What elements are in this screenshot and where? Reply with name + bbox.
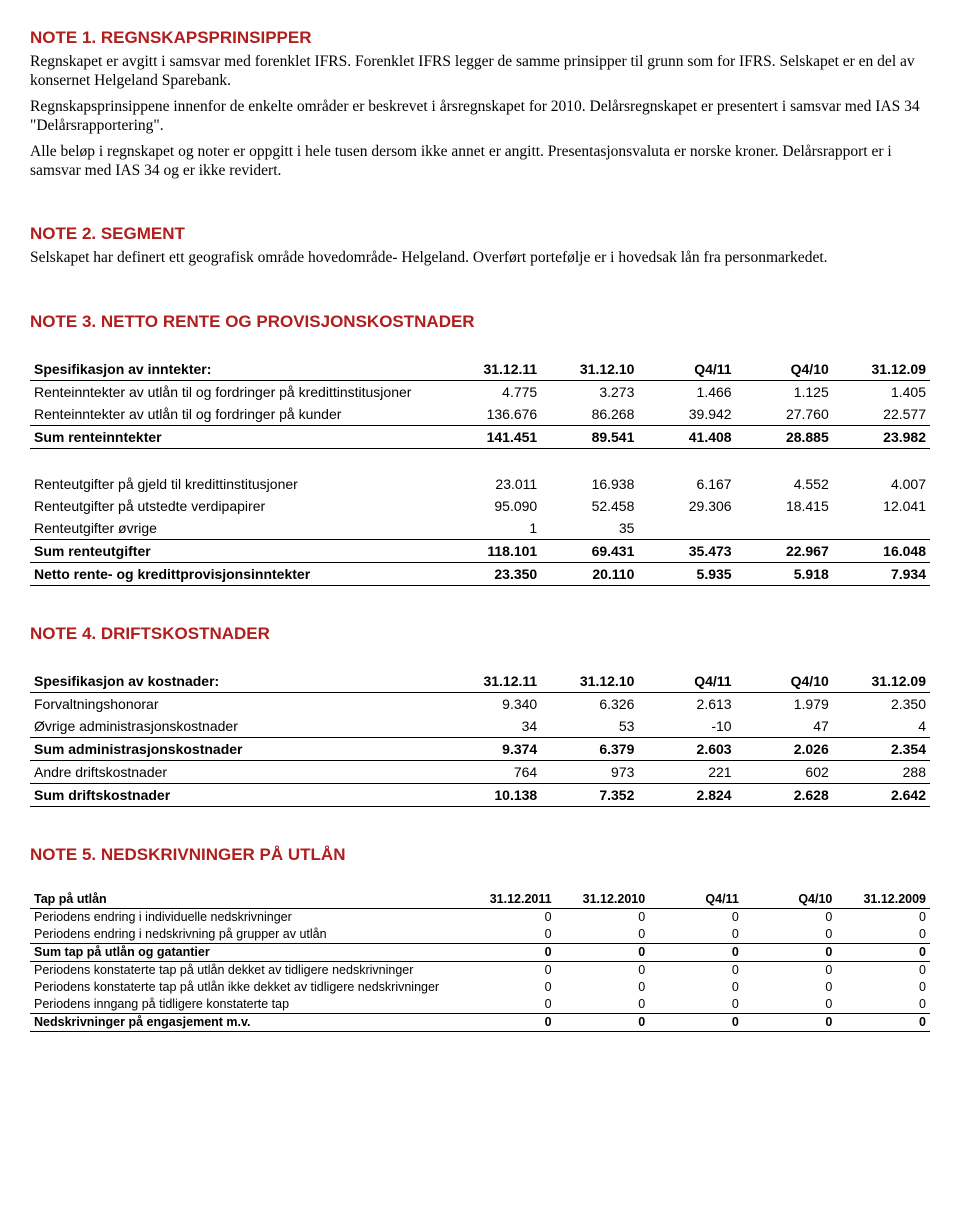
note4-table: Spesifikasjon av kostnader: 31.12.11 31.… [30, 670, 930, 807]
table-row: Andre driftskostnader 764 973 221 602 28… [30, 760, 930, 783]
note1-paragraph-1: Regnskapet er avgitt i samsvar med foren… [30, 52, 930, 91]
header-col: 31.12.11 [444, 670, 541, 693]
header-col: 31.12.2011 [462, 891, 556, 909]
header-col: Q4/11 [638, 670, 735, 693]
header-col: Q4/10 [736, 358, 833, 381]
header-col: 31.12.2009 [836, 891, 930, 909]
note1-title: NOTE 1. REGNSKAPSPRINSIPPER [30, 28, 930, 48]
note1-paragraph-3: Alle beløp i regnskapet og noter er oppg… [30, 142, 930, 181]
header-col: 31.12.10 [541, 358, 638, 381]
header-label: Spesifikasjon av kostnader: [30, 670, 444, 693]
table-row: Renteutgifter øvrige 1 35 [30, 517, 930, 540]
header-col: 31.12.09 [833, 670, 930, 693]
table-row: Renteinntekter av utlån til og fordringe… [30, 403, 930, 426]
header-label: Spesifikasjon av inntekter: [30, 358, 444, 381]
header-col: 31.12.11 [444, 358, 541, 381]
table-row: Periodens endring i individuelle nedskri… [30, 908, 930, 926]
table-header-row: Spesifikasjon av inntekter: 31.12.11 31.… [30, 358, 930, 381]
note5-table: Tap på utlån 31.12.2011 31.12.2010 Q4/11… [30, 891, 930, 1032]
table-sum-row: Sum renteutgifter 118.101 69.431 35.473 … [30, 539, 930, 562]
header-col: 31.12.2010 [556, 891, 650, 909]
table-row: Periodens endring i nedskrivning på grup… [30, 926, 930, 944]
header-col: 31.12.10 [541, 670, 638, 693]
note3-title: NOTE 3. NETTO RENTE OG PROVISJONSKOSTNAD… [30, 312, 930, 332]
table-row: Renteutgifter på gjeld til kredittinstit… [30, 473, 930, 495]
header-col: Q4/11 [649, 891, 743, 909]
note2-title: NOTE 2. SEGMENT [30, 224, 930, 244]
table-sum-row: Sum tap på utlån og gatantier 0 0 0 0 0 [30, 943, 930, 961]
table-sum-row: Nedskrivninger på engasjement m.v. 0 0 0… [30, 1013, 930, 1031]
table-header-row: Spesifikasjon av kostnader: 31.12.11 31.… [30, 670, 930, 693]
note4-title: NOTE 4. DRIFTSKOSTNADER [30, 624, 930, 644]
table-row: Periodens konstaterte tap på utlån dekke… [30, 961, 930, 979]
table-spacer-row [30, 448, 930, 473]
table-row: Øvrige administrasjonskostnader 34 53 -1… [30, 715, 930, 738]
table-sum-row: Sum administrasjonskostnader 9.374 6.379… [30, 737, 930, 760]
table-row: Forvaltningshonorar 9.340 6.326 2.613 1.… [30, 692, 930, 715]
header-col: 31.12.09 [833, 358, 930, 381]
note3-table: Spesifikasjon av inntekter: 31.12.11 31.… [30, 358, 930, 586]
header-col: Q4/10 [743, 891, 837, 909]
table-sum-row: Netto rente- og kredittprovisjonsinntekt… [30, 562, 930, 585]
note5-title: NOTE 5. NEDSKRIVNINGER PÅ UTLÅN [30, 845, 930, 865]
table-row: Periodens inngang på tidligere konstater… [30, 996, 930, 1014]
table-sum-row: Sum renteinntekter 141.451 89.541 41.408… [30, 425, 930, 448]
table-row: Renteinntekter av utlån til og fordringe… [30, 380, 930, 403]
note1-paragraph-2: Regnskapsprinsippene innenfor de enkelte… [30, 97, 930, 136]
header-label: Tap på utlån [30, 891, 462, 909]
table-header-row: Tap på utlån 31.12.2011 31.12.2010 Q4/11… [30, 891, 930, 909]
header-col: Q4/11 [638, 358, 735, 381]
note2-paragraph-1: Selskapet har definert ett geografisk om… [30, 248, 930, 267]
header-col: Q4/10 [736, 670, 833, 693]
table-row: Renteutgifter på utstedte verdipapirer 9… [30, 495, 930, 517]
table-row: Periodens konstaterte tap på utlån ikke … [30, 979, 930, 996]
table-sum-row: Sum driftskostnader 10.138 7.352 2.824 2… [30, 783, 930, 806]
